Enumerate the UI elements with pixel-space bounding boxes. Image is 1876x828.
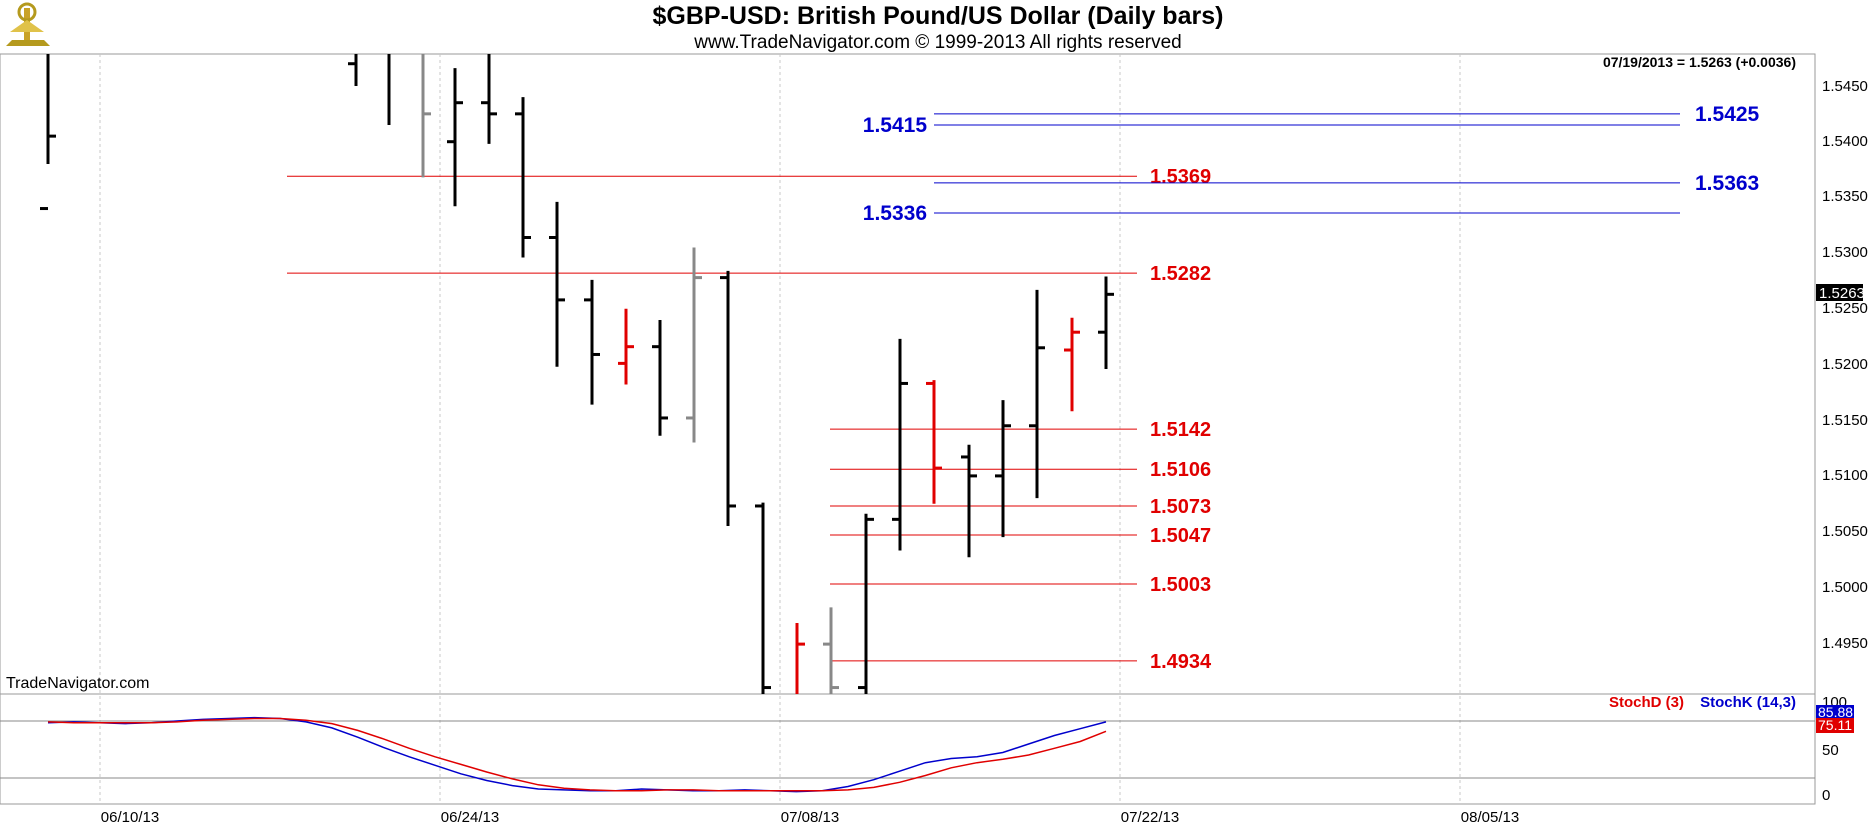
price-tick-4: 1.5300: [1822, 244, 1868, 261]
price-bar: [584, 279, 600, 405]
red-level-label: 1.5106: [1150, 459, 1211, 481]
blue-level-label: 1.5336: [863, 202, 927, 225]
stoch-d-tag: [1816, 718, 1854, 733]
stoch-tick-0: 0: [1822, 787, 1830, 804]
price-axis: 1.5450 1.5400 1.5350 1.5300 1.5250 1.520…: [1822, 78, 1868, 652]
price-bars-layer: [40, 54, 1114, 694]
price-bar: [447, 68, 463, 207]
price-tick-1: 1.5450: [1822, 78, 1868, 95]
price-bar: [686, 247, 702, 443]
date-tick-4: 07/22/13: [1121, 809, 1179, 826]
price-tick-5: 1.5250: [1822, 300, 1868, 317]
date-tick-1: 06/10/13: [101, 809, 159, 826]
stoch-k-line: [47, 716, 1107, 793]
red-level-label: 1.5369: [1150, 166, 1211, 188]
price-tick-8: 1.5100: [1822, 467, 1868, 484]
stoch-k-tag: [1816, 705, 1854, 720]
price-bar: [1029, 289, 1045, 499]
red-level-label: 1.5142: [1150, 419, 1211, 441]
price-bar: [720, 270, 736, 527]
red-level-label: 1.5282: [1150, 263, 1211, 285]
price-bar: [926, 380, 942, 504]
blue-level-label: 1.5363: [1695, 172, 1759, 195]
price-bar: [515, 97, 531, 258]
price-bar: [618, 308, 634, 385]
chart-title: $GBP-USD: British Pound/US Dollar (Daily…: [652, 2, 1224, 30]
price-panel: [0, 53, 1816, 695]
stoch-tick-50: 50: [1822, 742, 1839, 759]
price-tick-10: 1.5000: [1822, 579, 1868, 596]
stoch-d-value: 75.11: [1818, 717, 1852, 733]
stoch-panel: [0, 693, 1816, 805]
price-bar: [348, 54, 358, 86]
price-bar: [892, 338, 908, 551]
red-level-label: 1.5073: [1150, 496, 1211, 518]
price-tick-11: 1.4950: [1822, 635, 1868, 652]
trade-navigator-logo-icon: [6, 2, 50, 46]
red-level-label: 1.5003: [1150, 574, 1211, 596]
price-tick-6: 1.5200: [1822, 356, 1868, 373]
stoch-k-legend: StochK (14,3): [1700, 694, 1796, 711]
red-level-label: 1.5047: [1150, 525, 1211, 547]
price-bar: [795, 622, 805, 694]
price-tick-7: 1.5150: [1822, 412, 1868, 429]
price-bar: [755, 502, 771, 694]
price-bar: [421, 54, 431, 178]
stoch-d-legend: StochD (3): [1608, 694, 1684, 711]
price-bar: [961, 444, 977, 558]
price-tick-3: 1.5350: [1822, 188, 1868, 205]
watermark-text: TradeNavigator.com: [6, 675, 150, 692]
date-tick-2: 06/24/13: [441, 809, 499, 826]
price-bar: [40, 54, 56, 211]
price-bar: [549, 201, 565, 367]
levels-layer: 1.5369 1.5282 1.5142 1.5106 1.5073 1.5047 1.50…: [287, 103, 1760, 673]
stoch-d-line: [47, 717, 1107, 792]
stoch-legend: StochD (3) StochK (14,3): [1609, 694, 1796, 711]
price-bar: [858, 513, 874, 694]
price-bar: [823, 607, 839, 694]
price-bar: [481, 54, 497, 144]
price-tick-9: 1.5050: [1822, 523, 1868, 540]
price-bar: [1064, 317, 1080, 412]
stoch-k-value: 85.88: [1818, 704, 1853, 720]
chart-subtitle: www.TradeNavigator.com © 1999-2013 All r…: [694, 32, 1182, 53]
blue-level-label: 1.5415: [863, 114, 928, 137]
last-price-label: 1.5263: [1819, 285, 1865, 302]
last-price-readout: 07/19/2013 = 1.5263 (+0.0036): [1602, 54, 1796, 70]
price-tick-2: 1.5400: [1822, 133, 1868, 150]
date-tick-5: 08/05/13: [1461, 809, 1519, 826]
price-bar: [1098, 276, 1114, 369]
stoch-lines-layer: [47, 716, 1107, 793]
price-bar: [652, 319, 668, 436]
date-tick-3: 07/08/13: [781, 809, 839, 826]
red-level-label: 1.4934: [1150, 651, 1212, 673]
price-bar: [995, 400, 1011, 538]
blue-level-label: 1.5425: [1695, 103, 1760, 126]
date-axis: 06/10/13 06/24/13 07/08/13 07/22/13 08/0…: [101, 809, 1519, 826]
last-price-box: [1816, 284, 1863, 301]
